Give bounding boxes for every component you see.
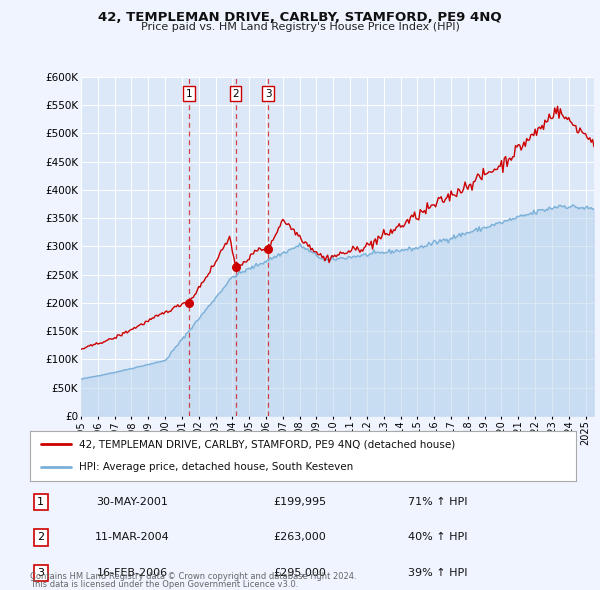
Text: 71% ↑ HPI: 71% ↑ HPI [408,497,468,507]
Text: 1: 1 [185,88,192,99]
Text: 11-MAR-2004: 11-MAR-2004 [95,533,169,542]
Text: This data is licensed under the Open Government Licence v3.0.: This data is licensed under the Open Gov… [30,580,298,589]
Text: £263,000: £263,000 [274,533,326,542]
Text: 3: 3 [37,568,44,578]
Text: 16-FEB-2006: 16-FEB-2006 [97,568,167,578]
Text: Price paid vs. HM Land Registry's House Price Index (HPI): Price paid vs. HM Land Registry's House … [140,22,460,32]
Text: 40% ↑ HPI: 40% ↑ HPI [408,533,468,542]
Text: 42, TEMPLEMAN DRIVE, CARLBY, STAMFORD, PE9 4NQ (detached house): 42, TEMPLEMAN DRIVE, CARLBY, STAMFORD, P… [79,439,455,449]
Text: 39% ↑ HPI: 39% ↑ HPI [408,568,468,578]
Text: 42, TEMPLEMAN DRIVE, CARLBY, STAMFORD, PE9 4NQ: 42, TEMPLEMAN DRIVE, CARLBY, STAMFORD, P… [98,11,502,24]
Text: 2: 2 [232,88,239,99]
Text: Contains HM Land Registry data © Crown copyright and database right 2024.: Contains HM Land Registry data © Crown c… [30,572,356,581]
Text: 1: 1 [37,497,44,507]
Text: 30-MAY-2001: 30-MAY-2001 [96,497,168,507]
Text: 2: 2 [37,533,44,542]
Text: £199,995: £199,995 [274,497,326,507]
Text: 3: 3 [265,88,271,99]
Text: £295,000: £295,000 [274,568,326,578]
Text: HPI: Average price, detached house, South Kesteven: HPI: Average price, detached house, Sout… [79,463,353,473]
